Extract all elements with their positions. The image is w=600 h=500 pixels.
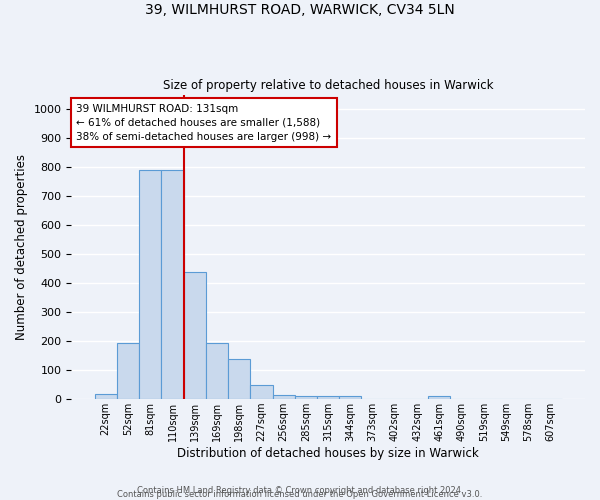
Bar [95, 394, 117, 399]
X-axis label: Distribution of detached houses by size in Warwick: Distribution of detached houses by size … [177, 447, 479, 460]
Bar [206, 342, 228, 399]
Bar [295, 396, 317, 399]
Y-axis label: Number of detached properties: Number of detached properties [15, 154, 28, 340]
Bar [272, 395, 295, 399]
Bar [228, 358, 250, 399]
Bar [250, 384, 272, 399]
Bar [161, 170, 184, 399]
Bar [428, 396, 451, 399]
Bar [317, 396, 339, 399]
Bar [339, 396, 361, 399]
Bar [117, 342, 139, 399]
Text: 39, WILMHURST ROAD, WARWICK, CV34 5LN: 39, WILMHURST ROAD, WARWICK, CV34 5LN [145, 2, 455, 16]
Bar [184, 272, 206, 399]
Text: 39 WILMHURST ROAD: 131sqm
← 61% of detached houses are smaller (1,588)
38% of se: 39 WILMHURST ROAD: 131sqm ← 61% of detac… [76, 104, 332, 142]
Title: Size of property relative to detached houses in Warwick: Size of property relative to detached ho… [163, 79, 493, 92]
Bar [139, 170, 161, 399]
Text: Contains HM Land Registry data © Crown copyright and database right 2024.: Contains HM Land Registry data © Crown c… [137, 486, 463, 495]
Text: Contains public sector information licensed under the Open Government Licence v3: Contains public sector information licen… [118, 490, 482, 499]
